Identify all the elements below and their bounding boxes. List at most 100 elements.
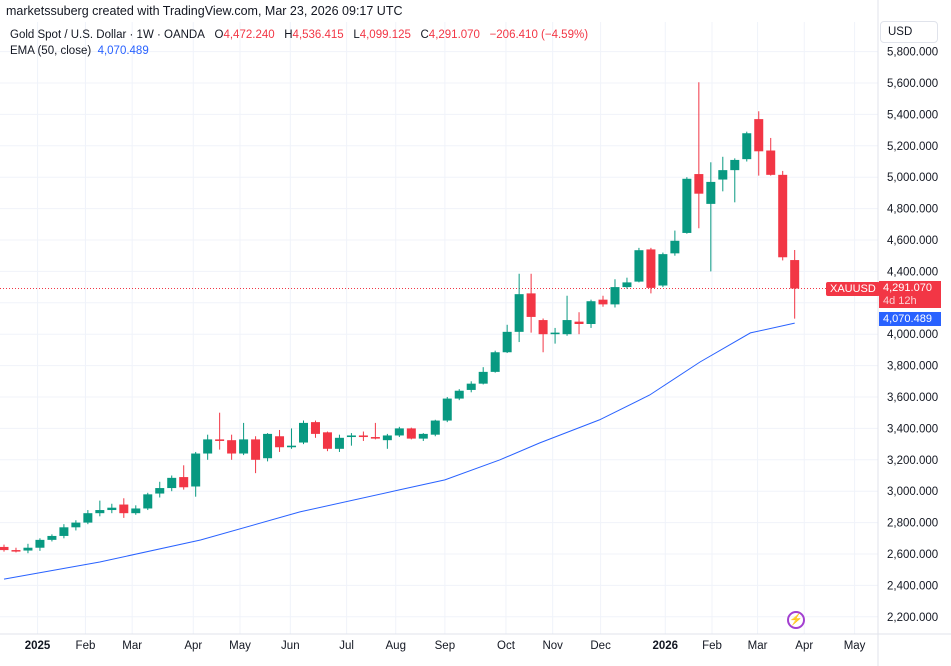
candle bbox=[538, 318, 548, 353]
candle bbox=[418, 433, 428, 441]
time-tick-label: Oct bbox=[497, 640, 516, 652]
candle-body bbox=[203, 439, 213, 454]
ema-label[interactable]: EMA (50, close) bbox=[10, 45, 92, 57]
price-tick-label: 4,400.000 bbox=[887, 266, 938, 278]
candle bbox=[23, 543, 33, 554]
ema-price-tag: 4,070.489 bbox=[879, 312, 941, 326]
candle bbox=[742, 131, 752, 162]
candle-body bbox=[682, 178, 692, 233]
price-tick-label: 5,000.000 bbox=[887, 172, 938, 184]
candle bbox=[191, 451, 201, 497]
candle bbox=[394, 426, 404, 438]
candle-body bbox=[107, 507, 117, 511]
candle bbox=[0, 544, 9, 552]
candle-body bbox=[59, 527, 69, 536]
candle bbox=[131, 505, 141, 515]
candle-body bbox=[179, 477, 189, 488]
time-tick-label: Jun bbox=[281, 640, 300, 652]
candle-body bbox=[634, 250, 644, 282]
time-tick-label: Mar bbox=[748, 640, 768, 652]
candle bbox=[490, 350, 500, 373]
time-axis[interactable]: 2025 Feb Mar Apr May Jun Jul Aug Sep Oct Nov Dec 202… bbox=[25, 640, 866, 652]
price-tick-label: 3,600.000 bbox=[887, 392, 938, 404]
price-tick-label: 2,600.000 bbox=[887, 549, 938, 561]
candle-body bbox=[610, 287, 620, 305]
candle-body bbox=[215, 439, 225, 441]
currency-button[interactable]: USD bbox=[880, 21, 938, 43]
candle-body bbox=[622, 282, 632, 288]
candle bbox=[358, 431, 368, 441]
candle bbox=[251, 436, 261, 474]
time-tick-label: May bbox=[229, 640, 251, 652]
candle-body bbox=[442, 398, 452, 421]
candle bbox=[430, 419, 440, 437]
time-tick-label: May bbox=[844, 640, 866, 652]
candle-body bbox=[742, 133, 752, 160]
candle-body bbox=[143, 494, 153, 509]
candle-body bbox=[778, 174, 788, 258]
candle bbox=[47, 534, 57, 542]
candle-body bbox=[394, 428, 404, 436]
time-tick-label: Sep bbox=[435, 640, 455, 652]
candle-body bbox=[490, 352, 500, 372]
candle-body bbox=[0, 546, 9, 551]
candle bbox=[478, 367, 488, 385]
price-tick-label: 3,200.000 bbox=[887, 455, 938, 467]
price-tick-label: 2,800.000 bbox=[887, 518, 938, 530]
candle bbox=[658, 252, 668, 288]
candle-body bbox=[299, 422, 308, 443]
ema-value: 4,070.489 bbox=[97, 45, 149, 57]
symbol-description[interactable]: Gold Spot / U.S. Dollar · 1W · OANDA bbox=[10, 29, 205, 41]
candle-body bbox=[550, 332, 560, 335]
candle bbox=[215, 412, 225, 450]
candle bbox=[382, 433, 392, 449]
open-label: O bbox=[214, 29, 224, 41]
candle-body bbox=[706, 181, 716, 204]
candle-body bbox=[406, 428, 416, 439]
candle-body bbox=[598, 299, 608, 305]
candle bbox=[119, 498, 129, 518]
candle bbox=[35, 538, 45, 551]
candle bbox=[598, 295, 608, 307]
candle-body bbox=[275, 436, 285, 448]
candle-body bbox=[670, 240, 680, 254]
candle bbox=[107, 503, 117, 514]
high-value: 4,536.415 bbox=[292, 29, 344, 41]
time-tick-label: Aug bbox=[386, 640, 406, 652]
candle-body bbox=[790, 260, 800, 289]
candle-body bbox=[119, 504, 129, 514]
time-tick-label: Mar bbox=[122, 640, 142, 652]
price-tick-label: 2,400.000 bbox=[887, 580, 938, 592]
candle-body bbox=[251, 439, 261, 460]
candle bbox=[71, 520, 81, 531]
candle bbox=[83, 510, 93, 525]
candle bbox=[334, 434, 344, 452]
price-tick-label: 5,600.000 bbox=[887, 78, 938, 90]
close-label: C bbox=[420, 29, 429, 41]
candle bbox=[454, 389, 464, 401]
change-value: −206.410 (−4.59%) bbox=[489, 29, 589, 41]
lightning-icon[interactable]: ⚡ bbox=[787, 611, 805, 629]
candle bbox=[322, 431, 332, 452]
candle-body bbox=[239, 439, 249, 454]
candle-body bbox=[35, 539, 45, 548]
price-tick-label: 2,200.000 bbox=[887, 612, 938, 624]
candle bbox=[694, 82, 704, 229]
bar-countdown: 4d 12h bbox=[883, 295, 917, 307]
price-axis[interactable]: 2,200.000 2,400.000 2,600.000 2,800.000 3,00… bbox=[887, 47, 938, 624]
time-tick-label: Apr bbox=[795, 640, 813, 652]
price-tick-label: 5,400.000 bbox=[887, 109, 938, 121]
high-label: H bbox=[284, 29, 293, 41]
candle-body bbox=[95, 510, 105, 514]
candle-body bbox=[514, 294, 524, 332]
candle bbox=[11, 547, 21, 553]
candle bbox=[263, 433, 273, 462]
candle bbox=[287, 428, 297, 449]
time-tick-label: Dec bbox=[590, 640, 611, 652]
candle bbox=[586, 299, 596, 328]
chart-legend: Gold Spot / U.S. Dollar · 1W · OANDA O 4,… bbox=[10, 27, 588, 59]
ohlc-row: Gold Spot / U.S. Dollar · 1W · OANDA O 4,… bbox=[10, 27, 588, 43]
candle bbox=[227, 434, 237, 460]
candle bbox=[670, 230, 680, 256]
